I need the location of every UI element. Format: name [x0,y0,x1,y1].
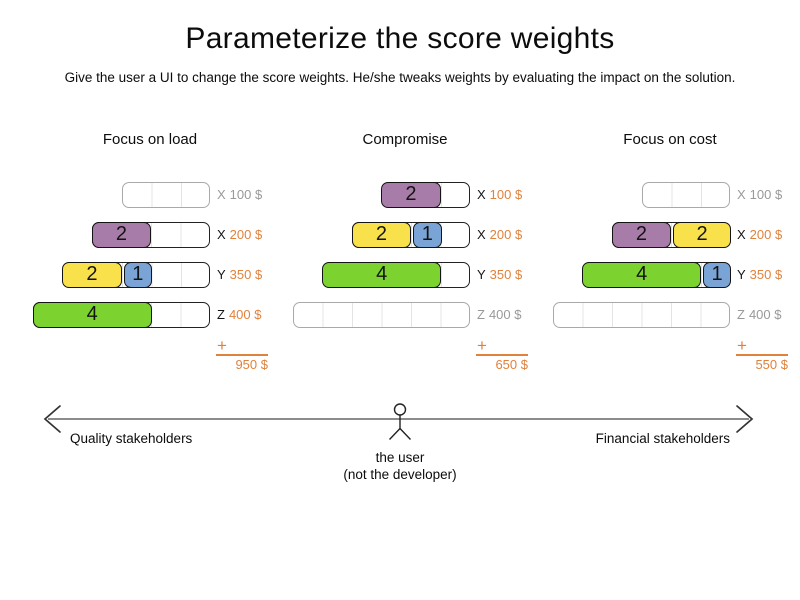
sum-line [736,354,788,356]
row-label: X 100 $ [477,182,522,208]
constraint-cost: 350 $ [229,267,263,282]
row-label: X 200 $ [217,222,262,248]
purple-weight-block: 2 [381,181,441,208]
block-value: 1 [132,263,144,286]
yellow-weight-block: 2 [673,221,731,248]
weight-box [641,182,730,208]
block-value: 4 [636,263,648,286]
purple-weight-block: 2 [611,221,672,248]
weight-box: 2 1 [62,261,210,288]
block-value: 2 [635,223,648,246]
constraint-letter: Y [737,267,746,282]
stick-figure-icon [388,403,412,440]
weight-box: 2 [91,221,210,248]
weight-box: 2 1 [351,221,470,248]
panel-title-focus-on-cost: Focus on cost [623,131,717,148]
sum-total: 950 $ [235,357,268,372]
block-value: 1 [421,223,433,246]
sum-plus: + [217,336,227,355]
constraint-cost: 100 $ [749,187,783,202]
constraint-cost: 200 $ [229,227,263,242]
constraint-cost: 200 $ [749,227,783,242]
constraint-letter: X [477,187,486,202]
blue-weight-block: 1 [703,261,731,288]
constraint-cost: 350 $ [489,267,523,282]
row-label: X 200 $ [477,222,522,248]
sum-plus: + [737,336,747,355]
purple-weight-block: 2 [91,221,152,248]
right-arrowhead-icon [736,405,754,433]
weight-box [121,182,210,208]
weight-box [293,302,470,328]
constraint-cost: 350 $ [749,267,783,282]
block-value: 2 [115,223,128,246]
green-weight-block: 4 [322,261,442,288]
sum-plus: + [477,336,487,355]
row-label: Y 350 $ [217,262,262,288]
constraint-letter: Z [477,307,485,322]
axis-label-left: Quality stakeholders [70,431,193,446]
yellow-weight-block: 2 [351,221,412,248]
row-label: Z 400 $ [217,302,262,328]
constraint-letter: X [477,227,486,242]
block-value: 2 [696,223,708,246]
block-value: 1 [711,263,723,286]
weight-box: 4 [322,261,470,288]
constraint-letter: Z [737,307,745,322]
green-weight-block: 4 [582,261,702,288]
constraint-cost: 100 $ [229,187,263,202]
constraint-letter: X [737,227,746,242]
constraint-letter: X [217,187,226,202]
sum-total: 550 $ [755,357,788,372]
green-weight-block: 4 [32,301,152,328]
constraint-cost: 400 $ [488,307,522,322]
row-label: Y 350 $ [737,262,782,288]
row-label: X 100 $ [217,182,262,208]
weight-box: 4 [32,301,210,328]
constraint-letter: Y [217,267,226,282]
weight-box: 4 1 [582,261,731,288]
user-label-line2: (not the developer) [343,467,457,482]
stakeholder-axis [43,403,754,440]
user-label-line1: the user [375,450,425,465]
sum-line [476,354,528,356]
block-value: 4 [376,263,388,286]
constraint-letter: Z [217,307,225,322]
weight-box: 2 2 [611,221,731,248]
sum-line [216,354,268,356]
constraint-letter: Y [477,267,486,282]
constraint-letter: X [217,227,226,242]
block-value: 4 [86,303,98,326]
block-value: 2 [405,183,417,206]
row-label: Z 400 $ [737,302,782,328]
block-value: 2 [86,263,98,286]
blue-weight-block: 1 [413,221,442,248]
constraint-cost: 200 $ [489,227,523,242]
panel-title-compromise: Compromise [362,131,448,148]
constraint-cost: 400 $ [228,307,262,322]
panel-title-focus-on-load: Focus on load [102,131,198,148]
constraint-letter: X [737,187,746,202]
blue-weight-block: 1 [123,261,152,288]
yellow-weight-block: 2 [62,261,122,288]
row-label: X 100 $ [737,182,782,208]
row-label: Z 400 $ [477,302,522,328]
row-label: X 200 $ [737,222,782,248]
left-arrowhead-icon [43,405,61,433]
weight-box [553,302,730,328]
weight-box: 2 [381,181,470,208]
sum-total: 650 $ [495,357,528,372]
constraint-cost: 100 $ [489,187,523,202]
axis-label-right: Financial stakeholders [595,431,730,446]
block-value: 2 [375,223,388,246]
row-label: Y 350 $ [477,262,522,288]
constraint-cost: 400 $ [748,307,782,322]
page-subtitle: Give the user a UI to change the score w… [64,70,736,85]
page-title: Parameterize the score weights [185,22,615,55]
